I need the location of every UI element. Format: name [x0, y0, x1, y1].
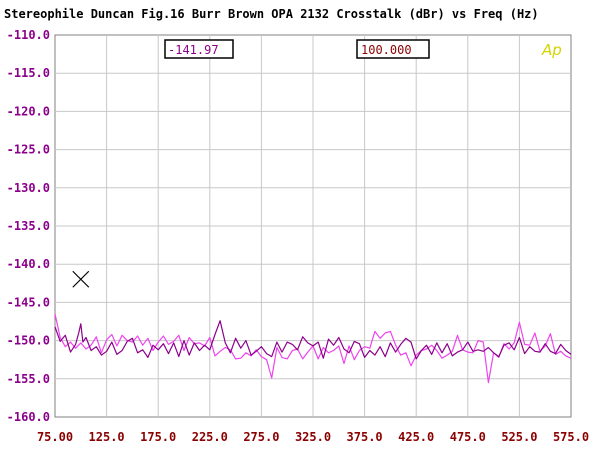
y-readout: -141.97 — [168, 43, 219, 57]
y-tick-label: -155.0 — [7, 372, 50, 386]
x-tick-label: 475.0 — [450, 430, 486, 444]
grid-lines — [55, 35, 571, 417]
y-axis-tick-labels: -110.0 -115.0 -120.0 -125.0 -130.0 -135.0 -140… — [7, 28, 50, 424]
y-tick-label: -130.0 — [7, 181, 50, 195]
x-axis-tick-labels: 75.00 125.0 175.0 225.0 275.0 325.0 375.0 425.0… — [37, 430, 589, 444]
series-1-line — [54, 320, 572, 360]
y-tick-label: -140.0 — [7, 257, 50, 271]
cursor-x-stroke — [72, 270, 90, 288]
x-tick-label: 275.0 — [243, 430, 279, 444]
x-tick-label: 125.0 — [89, 430, 125, 444]
chart-title: Stereophile Duncan Fig.16 Burr Brown OPA… — [4, 7, 539, 21]
y-tick-label: -115.0 — [7, 66, 50, 80]
y-tick-label: -120.0 — [7, 104, 50, 118]
x-readout-box — [356, 39, 430, 59]
x-tick-label: 575.0 — [553, 430, 589, 444]
cursor-marker — [72, 270, 90, 288]
y-tick-label: -150.0 — [7, 334, 50, 348]
x-tick-label: 525.0 — [501, 430, 537, 444]
y-tick-label: -145.0 — [7, 295, 50, 309]
x-readout: 100.000 — [361, 43, 412, 57]
y-tick-label: -110.0 — [7, 28, 50, 42]
y-tick-label: -160.0 — [7, 410, 50, 424]
ap-logo: Ap — [541, 41, 562, 59]
y-tick-label: -125.0 — [7, 143, 50, 157]
y-readout-box — [164, 39, 234, 59]
x-tick-label: 75.00 — [37, 430, 73, 444]
x-tick-label: 425.0 — [398, 430, 434, 444]
y-tick-label: -135.0 — [7, 219, 50, 233]
x-tick-label: 225.0 — [192, 430, 228, 444]
x-tick-label: 175.0 — [140, 430, 176, 444]
x-tick-label: 375.0 — [347, 430, 383, 444]
x-tick-label: 325.0 — [295, 430, 331, 444]
data-traces — [54, 313, 572, 384]
